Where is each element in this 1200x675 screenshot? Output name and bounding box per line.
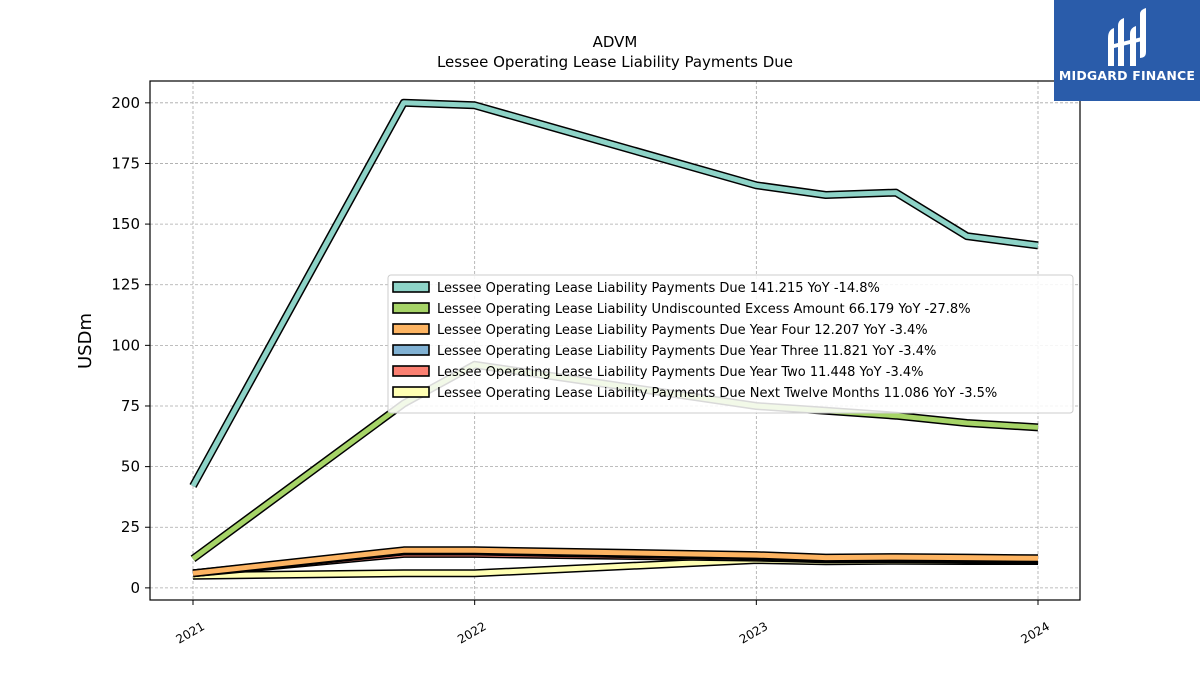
- y-tick-label: 125: [111, 276, 140, 294]
- legend-swatch: [392, 386, 430, 398]
- legend-swatch: [392, 281, 430, 293]
- chart-subtitle: Lessee Operating Lease Liability Payment…: [437, 53, 793, 71]
- legend-entry: Lessee Operating Lease Liability Payment…: [437, 281, 880, 296]
- legend-entry: Lessee Operating Lease Liability Payment…: [437, 386, 997, 401]
- plot-frame: [149, 80, 1081, 601]
- logo-mark-icon: [1108, 8, 1146, 66]
- series-line: [192, 547, 1039, 576]
- legend-swatch: [392, 302, 430, 314]
- legend-entry: Lessee Operating Lease Liability Payment…: [437, 323, 928, 338]
- y-axis-label: USDm: [75, 313, 96, 369]
- legend: Lessee Operating Lease Liability Payment…: [387, 274, 1074, 414]
- chart-title: ADVM: [593, 33, 638, 51]
- x-tick-label: 2023: [737, 619, 770, 646]
- x-tick-label: 2021: [174, 619, 207, 646]
- y-tick-label: 50: [121, 458, 140, 476]
- logo-text: MIDGARD FINANCE: [1058, 68, 1196, 83]
- midgard-finance-logo: MIDGARD FINANCE: [1054, 0, 1200, 101]
- y-tick-label: 200: [111, 94, 140, 112]
- y-tick-label: 175: [111, 154, 140, 172]
- y-tick-label: 0: [130, 579, 140, 597]
- y-tick-label: 100: [111, 336, 140, 354]
- legend-entry: Lessee Operating Lease Liability Payment…: [437, 344, 936, 359]
- x-tick-label: 2024: [1019, 619, 1052, 646]
- series-line: [190, 100, 1039, 488]
- legend-box: [387, 274, 1074, 414]
- y-tick-label: 25: [121, 518, 140, 536]
- legend-entry: Lessee Operating Lease Liability Undisco…: [437, 302, 971, 317]
- legend-entry: Lessee Operating Lease Liability Payment…: [437, 365, 923, 380]
- x-tick-label: 2022: [455, 619, 488, 646]
- legend-swatch: [392, 323, 430, 335]
- y-tick-label: 150: [111, 215, 140, 233]
- legend-swatch: [392, 344, 430, 356]
- legend-swatch: [392, 365, 430, 377]
- y-tick-label: 75: [121, 397, 140, 415]
